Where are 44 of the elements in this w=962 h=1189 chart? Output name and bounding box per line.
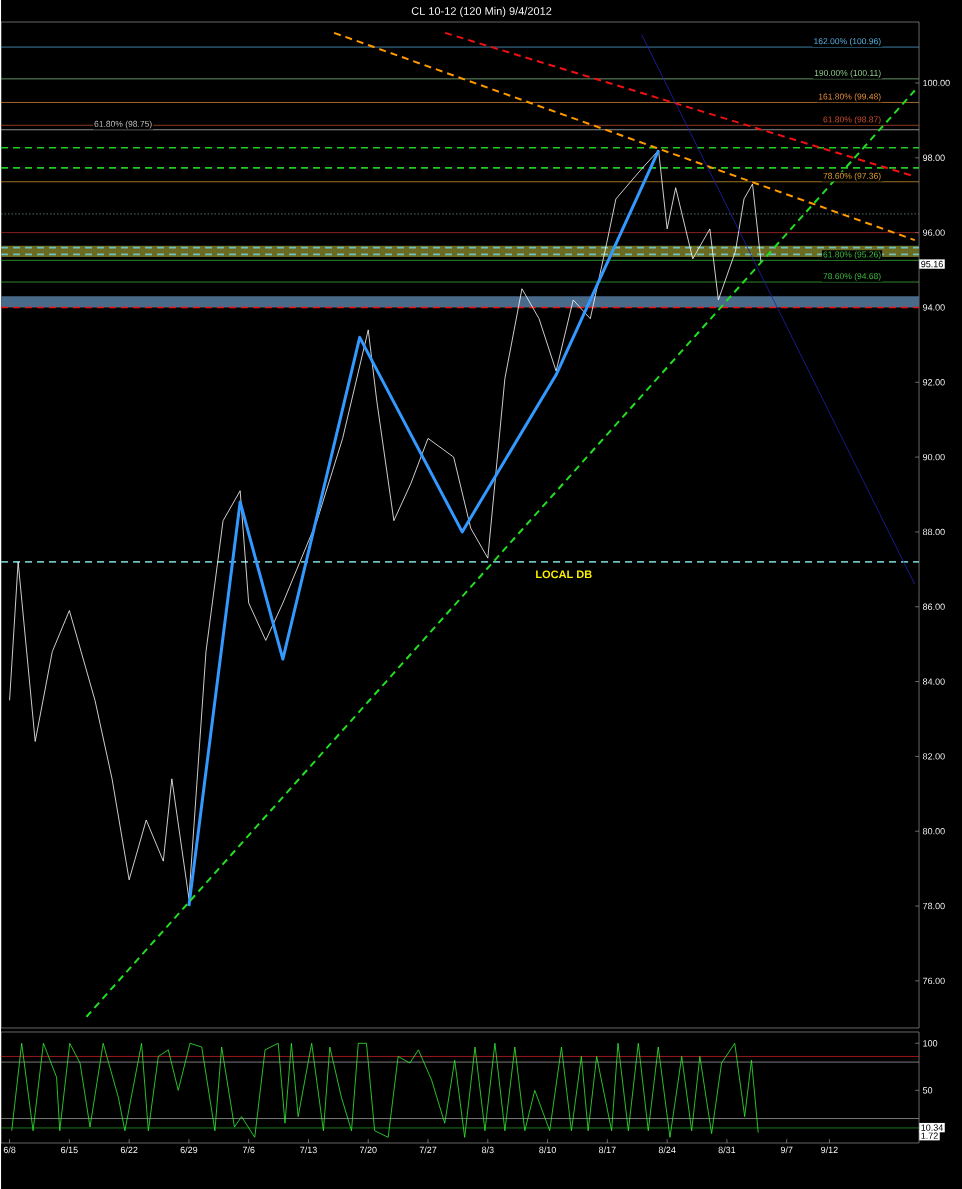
x-tick-label: 6/22 [120, 1146, 138, 1154]
y-tick-label: 78.00 [923, 902, 945, 910]
x-tick-label: 8/10 [539, 1146, 556, 1154]
annotation: 95.16 [921, 260, 943, 268]
line-series [187, 148, 661, 908]
y-tick-label: 82.00 [922, 753, 945, 760]
ref-line-label: 190.00% (100.11) [814, 69, 881, 78]
x-tick-label: 8/17 [598, 1146, 616, 1154]
x-tick-label: 6/15 [61, 1146, 78, 1154]
x-tick-label: 9/12 [821, 1146, 838, 1154]
annotation: 1.72 [921, 1132, 938, 1139]
x-tick-label: 7/27 [419, 1146, 437, 1154]
y-tick-label: 88.00 [922, 528, 945, 536]
x-tick-label: 8/3 [481, 1146, 494, 1154]
ref-line-label: 161.80% (99.48) [818, 93, 881, 102]
ref-line-label: 61.80% (98.75) [94, 120, 152, 129]
x-tick-label: 6/8 [3, 1146, 16, 1154]
y-tick-label: 100 [923, 1040, 938, 1047]
y-tick-label: 84.00 [922, 678, 945, 685]
ref-line-label: 78.60% (97.36) [823, 172, 881, 181]
y-tick-label: 98.00 [922, 154, 945, 162]
x-tick-label: 6/29 [180, 1146, 198, 1154]
ref-line-label: 61.80% (95.26) [823, 251, 881, 260]
y-tick-label: 90.00 [922, 453, 945, 461]
y-tick-label: 92.00 [922, 379, 945, 386]
chart-title: CL 10-12 (120 Min) 9/4/2012 [411, 6, 552, 18]
ref-line-label: 78.60% (94.68) [823, 272, 881, 281]
x-tick-label: 8/31 [718, 1146, 736, 1154]
y-tick-label: 76.00 [923, 977, 945, 985]
annotation: LOCAL DB [536, 570, 592, 579]
annotation: 10.34 [921, 1124, 943, 1131]
x-tick-label: 7/20 [359, 1146, 377, 1154]
x-tick-label: 8/24 [658, 1146, 676, 1154]
y-tick-label: 100.00 [923, 79, 950, 87]
x-tick-label: 9/7 [780, 1146, 793, 1154]
ref-line-label: 162.00% (100.96) [814, 37, 881, 46]
x-tick-label: 7/13 [300, 1146, 317, 1154]
x-tick-label: 7/6 [242, 1146, 255, 1154]
y-tick-label: 50 [922, 1087, 933, 1094]
ref-line-label: 61.80% (98.87) [823, 116, 881, 125]
y-tick-label: 80.00 [922, 828, 945, 835]
y-tick-label: 96.00 [922, 229, 945, 236]
y-tick-label: 86.00 [922, 603, 945, 610]
y-tick-label: 94.00 [922, 304, 945, 311]
